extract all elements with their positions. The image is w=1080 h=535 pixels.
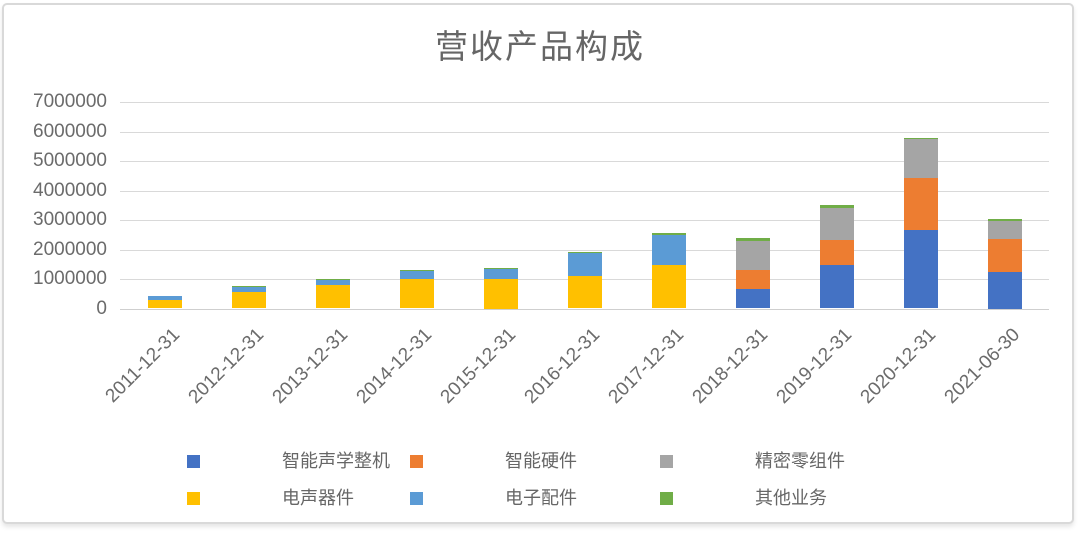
bar-segment [400, 269, 434, 271]
bar-segment [820, 204, 854, 208]
y-tick-label: 0 [96, 297, 107, 319]
legend-label: 精密零组件 [755, 451, 845, 471]
bar-segment [484, 268, 518, 279]
legend-label: 电子配件 [505, 488, 577, 508]
bar-segment [988, 271, 1022, 309]
bar-segment [148, 299, 182, 309]
y-tick-label: 7000000 [33, 91, 107, 112]
bar-segment [484, 279, 518, 309]
bar-segment [820, 240, 854, 266]
legend-swatch [187, 492, 200, 505]
bar-segment [400, 279, 434, 309]
bar-segment [736, 238, 770, 241]
legend-label: 智能硬件 [505, 451, 577, 471]
y-tick-label: 6000000 [33, 120, 107, 142]
gridline [120, 161, 1049, 162]
legend-label: 智能声学整机 [282, 451, 390, 471]
legend-swatch [410, 492, 423, 505]
gridline [120, 131, 1049, 133]
bar-segment [484, 268, 518, 270]
bar-segment [232, 286, 266, 292]
y-tick-label: 4000000 [33, 179, 107, 201]
bar-segment [232, 286, 266, 288]
bar-segment [820, 265, 854, 309]
legend-swatch [660, 492, 673, 505]
bar-segment [232, 291, 266, 309]
bar-segment [568, 252, 602, 277]
bar-segment [652, 234, 686, 265]
chart-title: 营收产品构成 [435, 28, 645, 65]
gridline [120, 249, 1049, 251]
bar-segment [652, 264, 686, 309]
bar-segment [820, 207, 854, 241]
bar-segment [736, 288, 770, 309]
bar-segment [316, 284, 350, 309]
bar-segment [316, 279, 350, 280]
bar-segment [316, 279, 350, 285]
y-tick-label: 2000000 [33, 238, 107, 260]
bar-segment [988, 239, 1022, 272]
y-tick-label: 3000000 [33, 209, 107, 230]
bar-segment [652, 233, 686, 235]
bar-segment [568, 276, 602, 309]
bar-segment [904, 230, 938, 309]
bar-segment [736, 240, 770, 270]
gridline [120, 190, 1049, 192]
bar-segment [400, 270, 434, 280]
legend-swatch [410, 455, 423, 468]
bar-segment [568, 251, 602, 253]
legend-label: 其他业务 [755, 488, 827, 508]
legend-swatch [660, 455, 673, 468]
bar-segment [736, 269, 770, 289]
bar-segment [148, 295, 182, 300]
bar-segment [988, 219, 1022, 221]
bar-segment [904, 139, 938, 178]
bar-segment [904, 177, 938, 231]
gridline [120, 220, 1049, 221]
bar-segment [904, 138, 938, 140]
chart-border-frame [2, 3, 1074, 524]
y-tick-label: 5000000 [33, 150, 107, 171]
x-axis-line [120, 308, 1049, 310]
gridline [120, 102, 1049, 103]
bar-segment [988, 220, 1022, 240]
y-tick-label: 1000000 [33, 268, 107, 289]
legend-label: 电声器件 [282, 488, 354, 508]
legend-swatch [187, 455, 200, 468]
